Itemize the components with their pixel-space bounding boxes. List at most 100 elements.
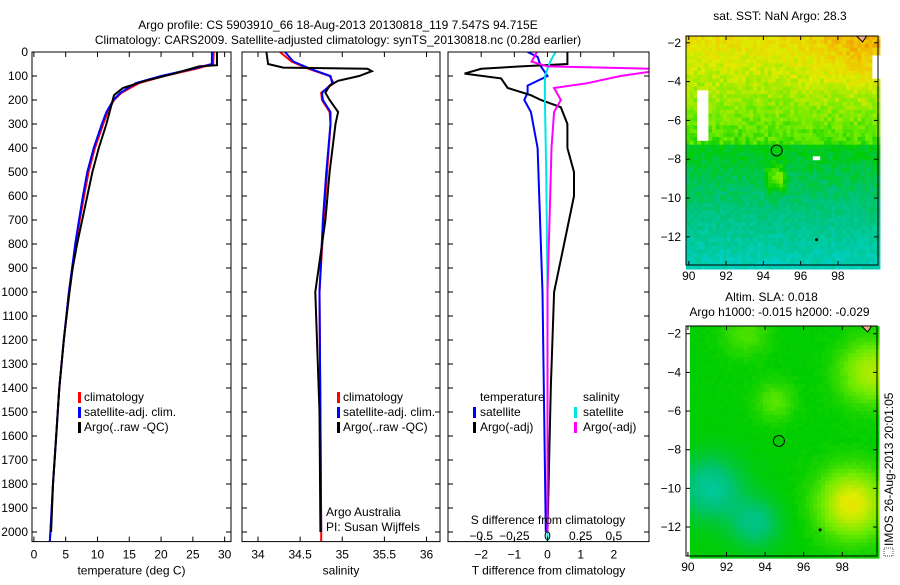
lon-tick-label: 90 (681, 560, 695, 574)
legend-group-title: temperature (480, 390, 545, 404)
x-tick-label: 15 (123, 548, 137, 562)
y-tick-label: 1800 (1, 477, 28, 491)
legend-swatch (337, 422, 340, 433)
axes-box (32, 52, 231, 542)
y-tick-label: 0 (21, 45, 28, 59)
y-tick-label: 200 (8, 93, 28, 107)
series-difference-1 (465, 52, 574, 532)
legend-label: Argo(..raw -QC) (343, 420, 428, 434)
x-axis-label: T difference from climatology (472, 564, 626, 578)
s-tick-label: −0.5 (469, 529, 493, 543)
x-tick-label: 35 (336, 548, 350, 562)
x-tick-label: 36 (420, 548, 434, 562)
s-tick-label: 0 (544, 529, 551, 543)
legend-group-title: salinity (583, 390, 620, 404)
legend-swatch (78, 407, 81, 418)
y-tick-label: 1600 (1, 429, 28, 443)
series-temperature-1 (50, 52, 212, 542)
x-tick-label: 30 (218, 548, 232, 562)
x-axis-label: temperature (deg C) (77, 564, 185, 578)
lat-tick-label: −12 (661, 230, 682, 244)
map-title: sat. SST: NaN Argo: 28.3 (713, 9, 847, 23)
series-difference-0 (524, 52, 547, 532)
y-tick-label: 1700 (1, 453, 28, 467)
lat-tick-label: −4 (667, 365, 681, 379)
y-tick-label: 1200 (1, 333, 28, 347)
series-salinity-1 (285, 52, 332, 532)
s-axis-label: S difference from climatology (471, 513, 626, 527)
credit-line-1: Argo Australia (326, 505, 401, 519)
y-tick-label: 300 (8, 117, 28, 131)
y-tick-label: 1000 (1, 285, 28, 299)
x-tick-label: 34 (251, 548, 265, 562)
legend-label: satellite (583, 405, 624, 419)
lat-tick-label: −2 (667, 36, 681, 50)
series-salinity-0 (280, 52, 334, 542)
x-tick-label: 25 (186, 548, 200, 562)
lat-tick-label: −2 (667, 327, 681, 341)
lat-tick-label: −12 (661, 520, 682, 534)
x-tick-label: 34.5 (288, 548, 312, 562)
x-tick-label: 10 (91, 548, 105, 562)
legend-swatch (574, 422, 577, 433)
lon-tick-label: 90 (682, 269, 696, 283)
y-tick-label: 700 (8, 213, 28, 227)
s-tick-label: 0.5 (605, 529, 622, 543)
legend-swatch (473, 422, 476, 433)
y-tick-label: 1900 (1, 501, 28, 515)
panel-salinity: 34 34.5 35 35.5 36 salinity climatologysatelli… (242, 52, 440, 578)
y-tick-label: 400 (8, 141, 28, 155)
lon-tick-label: 92 (720, 560, 734, 574)
legend-swatch (473, 407, 476, 418)
lat-tick-label: −10 (661, 191, 682, 205)
lon-tick-label: 94 (757, 269, 771, 283)
x-tick-label: 0 (31, 548, 38, 562)
lon-tick-label: 94 (758, 560, 772, 574)
y-tick-label: 1400 (1, 381, 28, 395)
imos-stamp: IMOS 26-Aug-2013 20:01:05 (882, 392, 896, 556)
lon-tick-label: 92 (719, 269, 733, 283)
lat-tick-label: −6 (667, 404, 681, 418)
y-tick-label: 1100 (2, 309, 28, 323)
x-tick-label: 35.5 (373, 548, 397, 562)
series-temperature-0 (50, 52, 214, 542)
y-tick-label: 2000 (1, 525, 28, 539)
y-tick-label: 800 (8, 237, 28, 251)
lat-tick-label: −8 (667, 443, 681, 457)
title-line-2: Climatology: CARS2009. Satellite-adjuste… (95, 33, 581, 47)
legend-label: satellite-adj. clim. (343, 405, 435, 419)
map-title: Altim. SLA: 0.018 (725, 290, 818, 304)
x-tick-label: 5 (62, 548, 69, 562)
legend-swatch (78, 392, 81, 403)
y-tick-label: 500 (8, 165, 28, 179)
lon-tick-label: 98 (836, 560, 850, 574)
x-tick-label: −2 (474, 548, 488, 562)
title-line-1: Argo profile: CS 5903910_66 18-Aug-2013 … (138, 18, 537, 32)
y-tick-label: 1500 (1, 405, 28, 419)
x-tick-label: 1 (577, 548, 584, 562)
legend-label: satellite (480, 405, 521, 419)
lon-tick-label: 98 (831, 269, 845, 283)
imos-timestamp: IMOS 26-Aug-2013 20:01:05 (882, 392, 896, 546)
map-cells (686, 326, 880, 559)
x-tick-label: 20 (154, 548, 168, 562)
legend-swatch (337, 407, 340, 418)
legend-swatch (574, 407, 577, 418)
lat-tick-label: −10 (661, 481, 682, 495)
lon-tick-label: 96 (794, 269, 808, 283)
map-cells (686, 36, 880, 270)
axes-box (242, 52, 440, 542)
imos-logo-icon (884, 548, 893, 556)
legend-label: climatology (343, 390, 403, 404)
y-tick-label: 600 (8, 189, 28, 203)
x-axis-label: salinity (323, 564, 360, 578)
credit-line-2: PI: Susan Wijffels (326, 520, 420, 534)
legend-label: climatology (84, 390, 144, 404)
lat-tick-label: −6 (667, 113, 681, 127)
s-tick-label: 0.25 (569, 529, 593, 543)
